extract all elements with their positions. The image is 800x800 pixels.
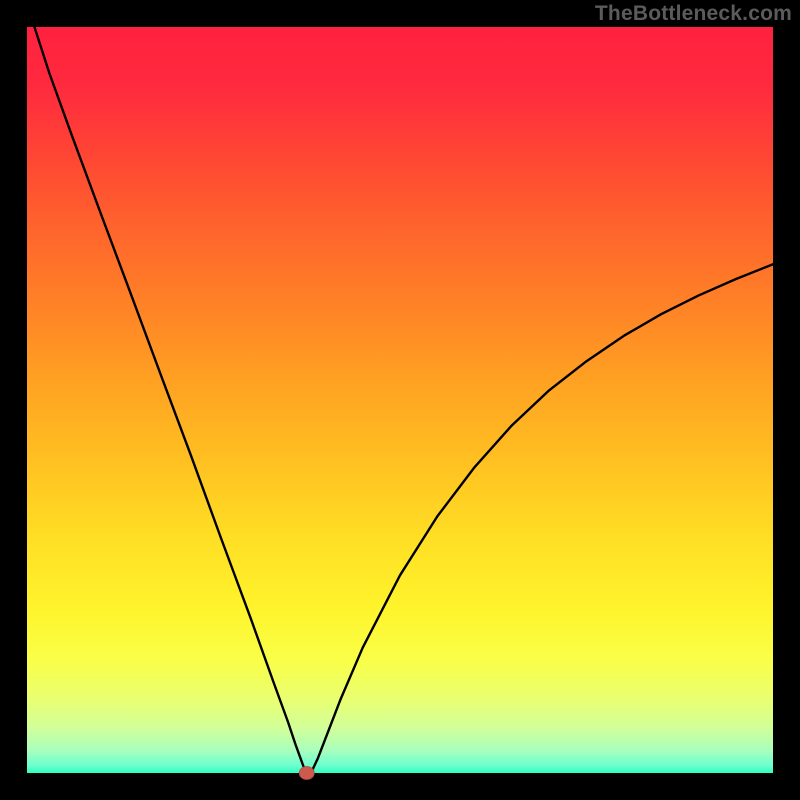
bottleneck-chart <box>0 0 800 800</box>
minimum-marker <box>299 767 314 780</box>
chart-frame: TheBottleneck.com <box>0 0 800 800</box>
watermark-text: TheBottleneck.com <box>595 2 792 26</box>
plot-background <box>27 27 773 773</box>
